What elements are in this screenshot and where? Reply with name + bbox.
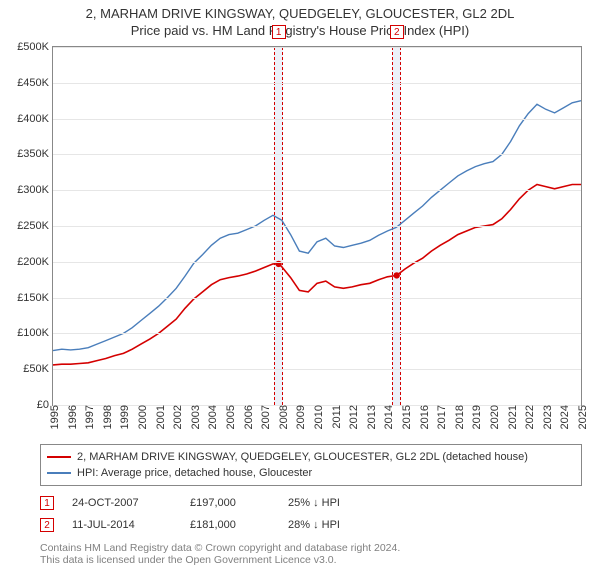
footnote-line1: Contains HM Land Registry data © Crown c… (40, 542, 582, 554)
title-block: 2, MARHAM DRIVE KINGSWAY, QUEDGELEY, GLO… (0, 0, 600, 40)
ytick-label: £200K (17, 256, 53, 268)
series-property (53, 185, 581, 365)
gridline (53, 226, 581, 227)
xtick-label: 2024 (555, 405, 571, 429)
legend-swatch-property (47, 456, 71, 458)
xtick-label: 2001 (151, 405, 167, 429)
xtick-label: 1995 (45, 405, 61, 429)
event-price: £181,000 (190, 519, 270, 531)
chart-container: 2, MARHAM DRIVE KINGSWAY, QUEDGELEY, GLO… (0, 0, 600, 566)
ytick-label: £500K (17, 41, 53, 53)
gridline (53, 83, 581, 84)
gridline (53, 190, 581, 191)
event-delta: 25% ↓ HPI (288, 497, 340, 509)
event-price: £197,000 (190, 497, 270, 509)
sale-events: 1 24-OCT-2007 £197,000 25% ↓ HPI 2 11-JU… (40, 492, 582, 536)
sale-point (394, 272, 400, 278)
xtick-label: 2010 (309, 405, 325, 429)
event-delta: 28% ↓ HPI (288, 519, 340, 531)
xtick-label: 1997 (80, 405, 96, 429)
event-badge: 1 (40, 496, 54, 510)
sale-marker-badge: 2 (390, 25, 404, 39)
ytick-label: £450K (17, 77, 53, 89)
event-row: 1 24-OCT-2007 £197,000 25% ↓ HPI (40, 492, 582, 514)
ytick-label: £250K (17, 220, 53, 232)
xtick-label: 1998 (98, 405, 114, 429)
footnote-line2: This data is licensed under the Open Gov… (40, 554, 582, 566)
gridline (53, 333, 581, 334)
ytick-label: £400K (17, 113, 53, 125)
ytick-label: £100K (17, 327, 53, 339)
xtick-label: 2014 (379, 405, 395, 429)
plot-area: £0£50K£100K£150K£200K£250K£300K£350K£400… (52, 46, 582, 406)
xtick-label: 2007 (256, 405, 272, 429)
ytick-label: £350K (17, 148, 53, 160)
xtick-label: 2009 (291, 405, 307, 429)
xtick-label: 2011 (327, 405, 343, 429)
event-date: 24-OCT-2007 (72, 497, 172, 509)
gridline (53, 119, 581, 120)
footnote: Contains HM Land Registry data © Crown c… (40, 542, 582, 566)
xtick-label: 2020 (485, 405, 501, 429)
legend-label-property: 2, MARHAM DRIVE KINGSWAY, QUEDGELEY, GLO… (77, 451, 528, 463)
event-badge: 2 (40, 518, 54, 532)
ytick-label: £50K (23, 363, 53, 375)
title-line2: Price paid vs. HM Land Registry's House … (10, 23, 590, 38)
xtick-label: 1996 (63, 405, 79, 429)
xtick-label: 2008 (274, 405, 290, 429)
legend-item-hpi: HPI: Average price, detached house, Glou… (47, 465, 575, 481)
xtick-label: 2018 (450, 405, 466, 429)
ytick-label: £150K (17, 292, 53, 304)
xtick-label: 2022 (520, 405, 536, 429)
xtick-label: 2023 (538, 405, 554, 429)
sale-marker-badge: 1 (272, 25, 286, 39)
gridline (53, 298, 581, 299)
gridline (53, 262, 581, 263)
gridline (53, 369, 581, 370)
xtick-label: 2002 (168, 405, 184, 429)
xtick-label: 2000 (133, 405, 149, 429)
legend: 2, MARHAM DRIVE KINGSWAY, QUEDGELEY, GLO… (40, 444, 582, 486)
legend-swatch-hpi (47, 472, 71, 474)
event-date: 11-JUL-2014 (72, 519, 172, 531)
xtick-label: 2004 (203, 405, 219, 429)
gridline (53, 47, 581, 48)
xtick-label: 2015 (397, 405, 413, 429)
legend-item-property: 2, MARHAM DRIVE KINGSWAY, QUEDGELEY, GLO… (47, 449, 575, 465)
xtick-label: 2012 (344, 405, 360, 429)
xtick-label: 2021 (503, 405, 519, 429)
xtick-label: 2017 (432, 405, 448, 429)
xtick-label: 2025 (573, 405, 589, 429)
xtick-label: 2006 (239, 405, 255, 429)
xtick-label: 2019 (467, 405, 483, 429)
xtick-label: 2013 (362, 405, 378, 429)
xtick-label: 1999 (115, 405, 131, 429)
title-line1: 2, MARHAM DRIVE KINGSWAY, QUEDGELEY, GLO… (10, 6, 590, 21)
xtick-label: 2003 (186, 405, 202, 429)
xtick-label: 2005 (221, 405, 237, 429)
event-row: 2 11-JUL-2014 £181,000 28% ↓ HPI (40, 514, 582, 536)
legend-label-hpi: HPI: Average price, detached house, Glou… (77, 467, 312, 479)
gridline (53, 154, 581, 155)
ytick-label: £300K (17, 184, 53, 196)
xtick-label: 2016 (415, 405, 431, 429)
